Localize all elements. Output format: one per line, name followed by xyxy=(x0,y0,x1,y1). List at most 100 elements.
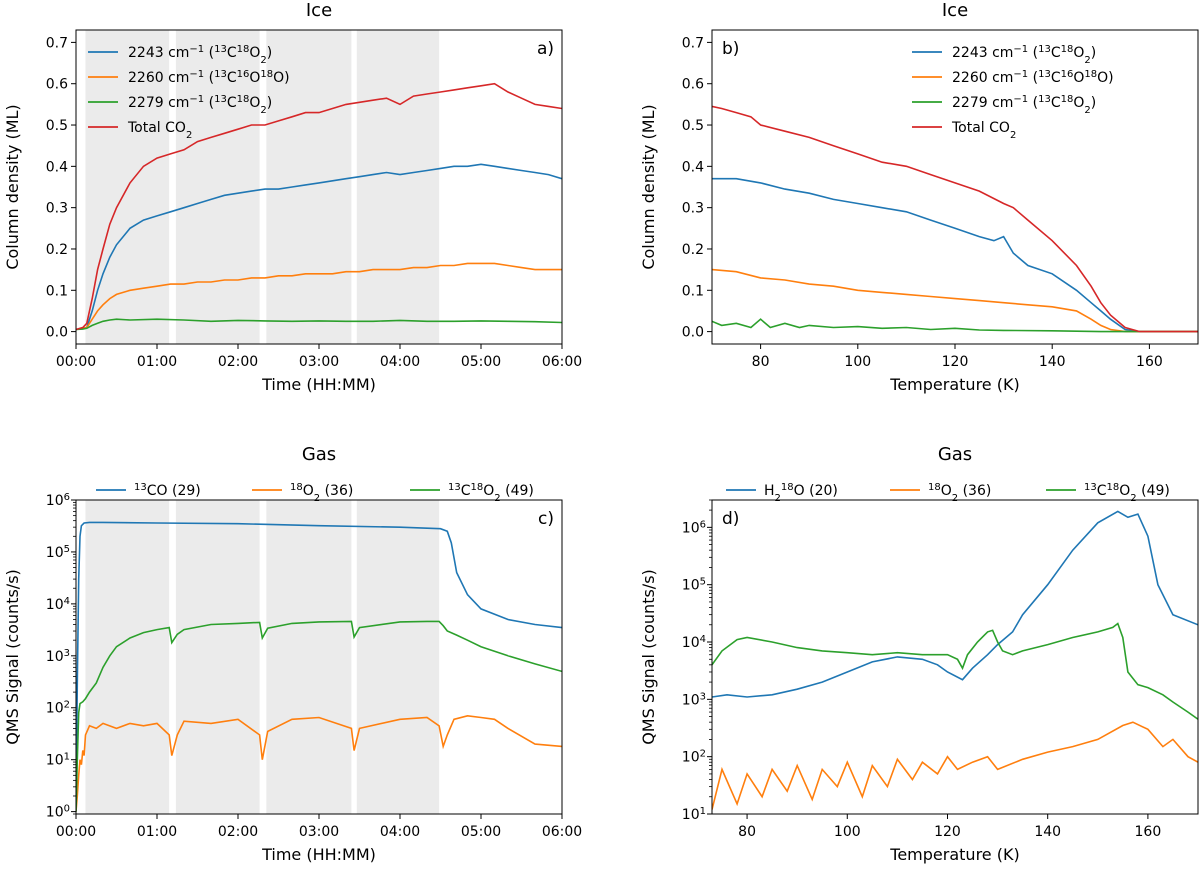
y-tick-label-a-6: 0.6 xyxy=(46,77,68,93)
y-tick-label-d-0: 101 xyxy=(682,806,706,824)
series-line-d-2 xyxy=(712,622,1198,720)
x-tick-label-c-6: 06:00 xyxy=(542,824,582,840)
y-tick-label-a-0: 0.0 xyxy=(46,325,68,341)
x-tick-label-c-2: 02:00 xyxy=(218,824,258,840)
series-line-b-3 xyxy=(712,105,1198,333)
x-tick-label-a-0: 00:00 xyxy=(56,354,96,370)
legend-label-a-0: 2243 cm−1 (13C18O2) xyxy=(128,44,272,66)
chart-title-d: Gas xyxy=(938,444,972,465)
chart-title-b: Ice xyxy=(942,0,968,21)
x-tick-label-b-2: 120 xyxy=(942,354,969,370)
legend-label-c-1: 18O2 (36) xyxy=(290,482,353,504)
panel-c: 00:00 01:00 02:00 03:00 04:00 05:00 06:00 100 10… xyxy=(3,444,582,864)
y-tick-label-a-3: 0.3 xyxy=(46,201,68,217)
x-tick-label-a-3: 03:00 xyxy=(299,354,339,370)
legend-label-d-0: H218O (20) xyxy=(764,482,838,504)
x-tick-label-c-0: 00:00 xyxy=(56,824,96,840)
legend-label-b-2: 2279 cm−1 (13C18O2) xyxy=(952,94,1096,116)
legend-label-c-2: 13C18O2 (49) xyxy=(448,482,534,504)
legend-label-d-2: 13C18O2 (49) xyxy=(1084,482,1170,504)
panel-letter-d: d) xyxy=(722,509,739,529)
x-tick-label-d-2: 120 xyxy=(934,824,961,840)
y-tick-label-a-5: 0.5 xyxy=(46,118,68,134)
y-tick-label-c-4: 104 xyxy=(46,595,70,613)
x-tick-label-b-3: 140 xyxy=(1039,354,1066,370)
x-tick-label-c-1: 01:00 xyxy=(137,824,177,840)
panel-letter-c: c) xyxy=(538,509,554,529)
legend-a: 2243 cm−1 (13C18O2) 2260 cm−1 (13C16O18O)… xyxy=(88,44,290,141)
series-line-b-0 xyxy=(712,177,1198,333)
y-tick-label-c-1: 101 xyxy=(46,751,70,769)
series-line-c-1 xyxy=(76,714,562,812)
series-line-b-1 xyxy=(712,268,1198,333)
legend-d: H218O (20) 18O2 (36) 13C18O2 (49) xyxy=(726,482,1170,504)
legend-label-a-3: Total CO2 xyxy=(127,120,192,141)
legend-label-b-1: 2260 cm−1 (13C16O18O) xyxy=(952,69,1114,87)
shade-band-a-3 xyxy=(356,30,440,344)
x-tick-label-a-5: 05:00 xyxy=(461,354,501,370)
x-tick-label-a-6: 06:00 xyxy=(542,354,582,370)
x-tick-label-a-1: 01:00 xyxy=(137,354,177,370)
y-tick-label-a-2: 0.2 xyxy=(46,242,68,258)
x-tick-label-d-3: 140 xyxy=(1034,824,1061,840)
chart-title-a: Ice xyxy=(306,0,332,21)
shade-band-c-1 xyxy=(175,500,260,814)
y-tick-label-d-1: 102 xyxy=(682,748,706,766)
x-tick-label-b-0: 80 xyxy=(752,354,770,370)
y-tick-label-c-5: 105 xyxy=(46,543,70,561)
y-tick-label-b-6: 0.6 xyxy=(682,77,704,93)
y-tick-label-b-7: 0.7 xyxy=(682,35,704,51)
x-tick-label-a-2: 02:00 xyxy=(218,354,258,370)
shade-band-a-1 xyxy=(175,30,260,344)
x-axis-label-a: Time (HH:MM) xyxy=(261,375,376,394)
y-tick-label-c-3: 103 xyxy=(46,647,70,665)
x-tick-label-c-3: 03:00 xyxy=(299,824,339,840)
y-axis-label-b: Column density (ML) xyxy=(639,104,658,269)
legend-label-a-1: 2260 cm−1 (13C16O18O) xyxy=(128,69,290,87)
y-axis-label-a: Column density (ML) xyxy=(3,104,22,269)
series-line-c-2 xyxy=(76,620,562,812)
y-tick-label-c-0: 100 xyxy=(46,803,70,821)
y-tick-label-a-4: 0.4 xyxy=(46,159,68,175)
y-tick-label-d-2: 103 xyxy=(682,691,706,709)
x-axis-label-b: Temperature (K) xyxy=(889,375,1019,394)
y-tick-label-c-2: 102 xyxy=(46,699,70,717)
series-line-b-2 xyxy=(712,318,1198,333)
x-axis-label-c: Time (HH:MM) xyxy=(261,845,376,864)
y-tick-label-b-1: 0.1 xyxy=(682,283,704,299)
shade-band-c-0 xyxy=(85,500,170,814)
legend-label-a-2: 2279 cm−1 (13C18O2) xyxy=(128,94,272,116)
shade-band-c-3 xyxy=(356,500,440,814)
legend-label-d-1: 18O2 (36) xyxy=(928,482,991,504)
y-tick-label-b-3: 0.3 xyxy=(682,201,704,217)
panel-letter-b: b) xyxy=(722,39,739,59)
y-tick-label-b-4: 0.4 xyxy=(682,159,704,175)
x-tick-label-d-1: 100 xyxy=(834,824,861,840)
y-tick-label-d-4: 105 xyxy=(682,576,706,594)
panel-b: 80 100 120 140 160 0.0 0.1 0.2 0.3 0.4 0.5 0.6 0.7 Ic… xyxy=(639,0,1199,394)
legend-label-b-0: 2243 cm−1 (13C18O2) xyxy=(952,44,1096,66)
series-line-a-1 xyxy=(76,262,562,331)
panel-letter-a: a) xyxy=(537,39,554,59)
x-tick-label-d-0: 80 xyxy=(738,824,756,840)
series-line-a-2 xyxy=(76,318,562,331)
legend-b: 2243 cm−1 (13C18O2) 2260 cm−1 (13C16O18O)… xyxy=(912,44,1114,141)
shade-band-c-2 xyxy=(266,500,352,814)
x-tick-label-c-4: 04:00 xyxy=(380,824,420,840)
panel-a: 00:00 01:00 02:00 03:00 04:00 05:00 06:00 0.0 0.… xyxy=(3,0,582,394)
x-tick-label-d-4: 160 xyxy=(1135,824,1162,840)
series-line-d-1 xyxy=(712,721,1198,810)
y-tick-label-d-3: 104 xyxy=(682,634,706,652)
series-line-a-0 xyxy=(76,163,562,331)
legend-label-c-0: 13CO (29) xyxy=(134,482,201,500)
y-tick-label-d-5: 106 xyxy=(682,519,706,537)
x-tick-label-b-4: 160 xyxy=(1136,354,1163,370)
y-axis-label-d: QMS Signal (counts/s) xyxy=(639,569,658,745)
x-axis-label-d: Temperature (K) xyxy=(889,845,1019,864)
y-tick-label-b-5: 0.5 xyxy=(682,118,704,134)
legend-c: 13CO (29) 18O2 (36) 13C18O2 (49) xyxy=(96,482,534,504)
shade-band-a-2 xyxy=(266,30,352,344)
legend-label-b-3: Total CO2 xyxy=(951,120,1016,141)
